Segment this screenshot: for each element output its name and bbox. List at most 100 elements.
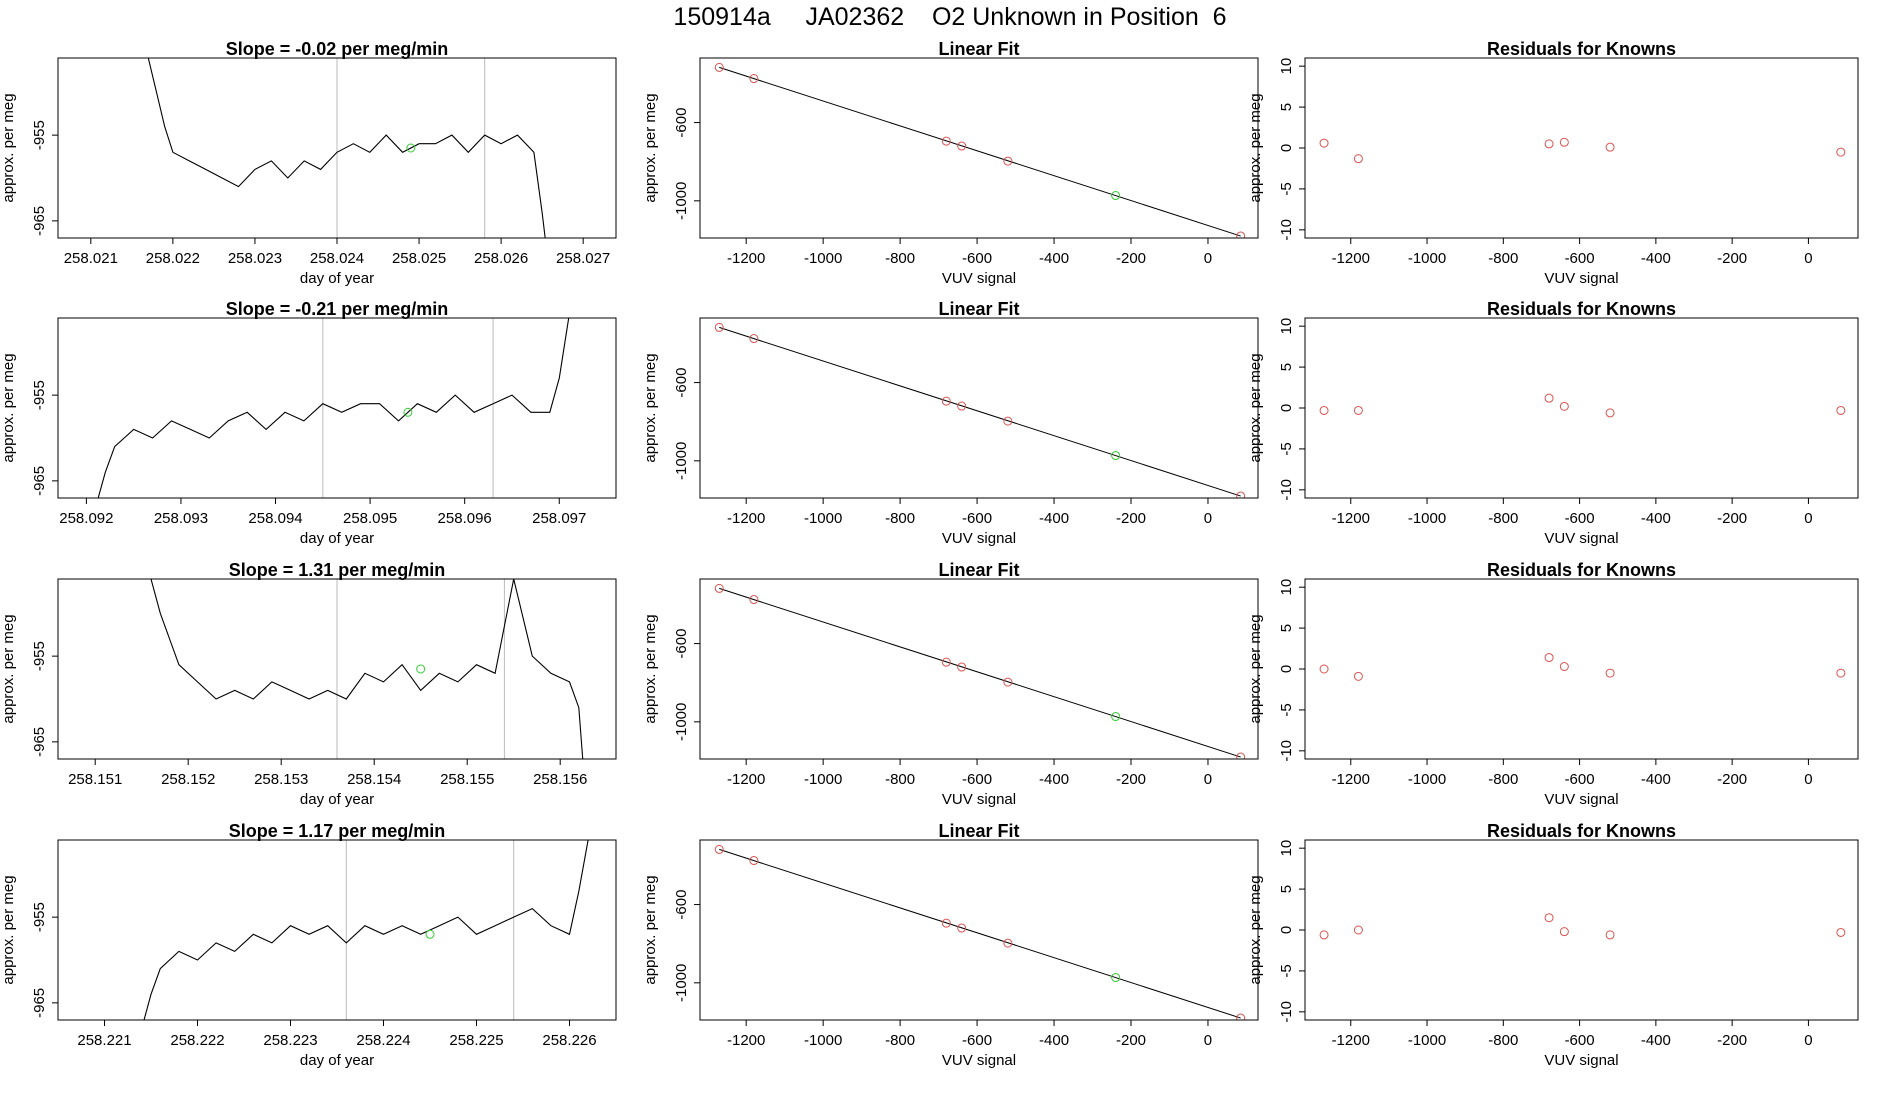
y-tick-label: -600 [673,629,690,659]
y-tick-label: -10 [1278,1001,1295,1023]
y-tick-label: 0 [1278,926,1295,934]
x-tick-label: -1200 [1332,250,1370,267]
known-point [1236,752,1246,759]
x-tick-label: -1000 [804,250,842,267]
plot-frame [57,839,617,1021]
series-line [147,58,546,238]
x-tick-label: -1200 [1332,510,1370,527]
known-point [941,657,951,667]
known-point [1836,405,1846,415]
y-tick-label: -965 [31,466,48,496]
x-tick-label: -1200 [1332,1032,1370,1049]
x-axis-label: day of year [300,1052,374,1069]
x-tick-label: -1000 [1408,250,1446,267]
unknown-point [1111,451,1121,461]
x-axis-label: VUV signal [1544,791,1618,808]
x-tick-label: -400 [1039,510,1069,527]
known-point [941,918,951,928]
unknown-point [406,143,416,153]
x-tick-label: -400 [1641,1032,1671,1049]
plot-area [97,318,570,498]
known-point [714,62,724,72]
known-point [714,844,724,854]
plot-area [1319,913,1846,940]
known-point [1319,664,1329,674]
unknown-point [1111,973,1121,983]
known-point [749,595,759,605]
plot-frame [699,317,1259,499]
x-tick-label: -800 [1488,510,1518,527]
x-tick-label: -1200 [727,1032,765,1049]
plot-frame [699,57,1259,239]
x-tick-label: -600 [1565,510,1595,527]
y-axis-label: approx. per meg [642,353,659,462]
plot-frame [57,317,617,499]
known-point [1353,405,1363,415]
known-point [1236,491,1246,498]
y-tick-label: 5 [1278,103,1295,111]
known-point [1353,154,1363,164]
known-point [1559,662,1569,672]
x-axis-label: day of year [300,530,374,547]
x-tick-label: 258.094 [248,510,302,527]
chart-title: Linear Fit [938,560,1019,580]
x-tick-label: 258.221 [77,1032,131,1049]
known-point [714,583,724,593]
unknown-point [1111,712,1121,722]
x-axis-label: VUV signal [942,791,1016,808]
x-tick-label: 0 [1204,510,1212,527]
x-tick-label: -200 [1116,250,1146,267]
x-tick-label: 258.226 [542,1032,596,1049]
x-tick-label: -1200 [727,250,765,267]
fit-line [719,326,1241,497]
known-point [1605,668,1615,678]
chart-panel: Linear Fit VUV signal approx. per meg -1200… [642,821,1259,1069]
plot-frame [1304,839,1859,1021]
x-tick-label: 258.096 [438,510,492,527]
known-point [1559,927,1569,937]
known-point [1544,913,1554,923]
y-tick-label: -965 [31,988,48,1018]
x-tick-label: -400 [1039,250,1069,267]
chart-title: Slope = 1.17 per meg/min [229,821,446,841]
x-tick-label: -600 [1565,1032,1595,1049]
x-tick-label: -200 [1717,1032,1747,1049]
x-tick-label: -1200 [1332,771,1370,788]
x-tick-label: -400 [1039,1032,1069,1049]
y-tick-label: 0 [1278,404,1295,412]
y-tick-label: -1000 [673,182,690,220]
y-tick-label: 10 [1278,58,1295,75]
plot-frame [1304,578,1859,760]
known-point [957,662,967,672]
plot-frame [1304,57,1859,239]
x-tick-label: -600 [962,250,992,267]
x-tick-label: 258.022 [146,250,200,267]
x-tick-label: -400 [1641,771,1671,788]
y-tick-label: -5 [1278,703,1295,716]
y-tick-label: -600 [673,890,690,920]
x-tick-label: 258.021 [64,250,118,267]
y-axis-label: approx. per meg [0,875,17,984]
known-point [1836,147,1846,157]
series-line [150,579,584,759]
y-tick-label: -600 [673,368,690,398]
x-tick-label: -800 [1488,771,1518,788]
chart-title: Linear Fit [938,821,1019,841]
known-point [1236,231,1246,238]
x-tick-label: 258.024 [310,250,364,267]
x-tick-label: 258.225 [449,1032,503,1049]
y-tick-label: 10 [1278,840,1295,857]
plot-area [1319,653,1846,681]
x-axis-label: VUV signal [1544,270,1618,287]
chart-title: Linear Fit [938,39,1019,59]
x-tick-label: -200 [1116,510,1146,527]
known-point [1605,930,1615,940]
plot-area [143,840,589,1020]
x-tick-label: 258.155 [440,771,494,788]
known-point [1544,393,1554,403]
y-axis-label: approx. per meg [0,93,17,202]
known-point [1003,677,1013,687]
known-point [1544,653,1554,663]
y-axis-label: approx. per meg [642,875,659,984]
